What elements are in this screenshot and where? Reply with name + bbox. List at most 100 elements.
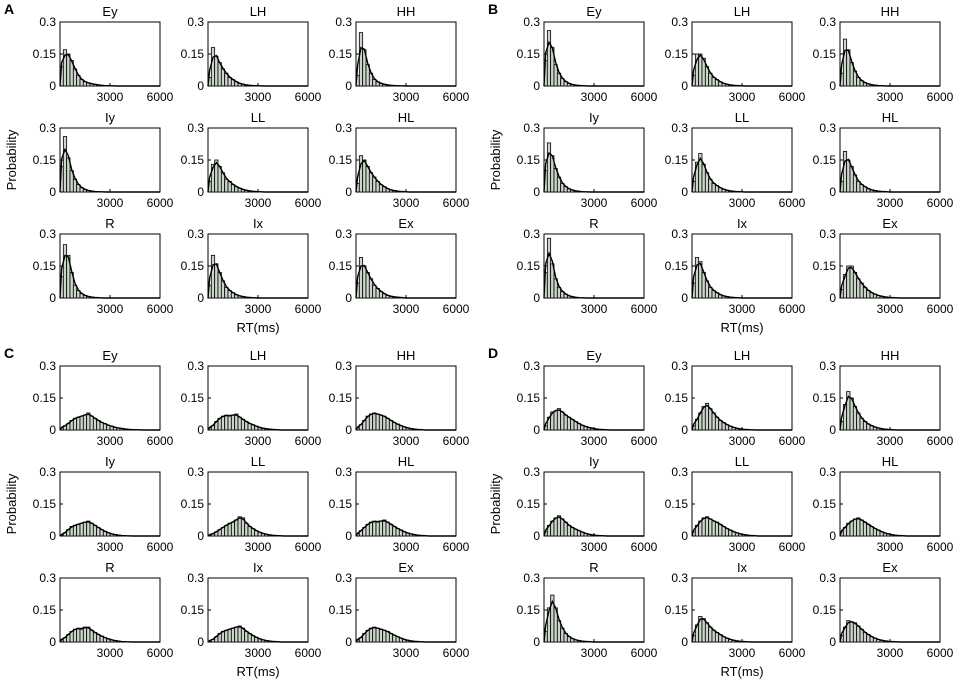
fit-curve xyxy=(839,395,940,431)
histogram-bar xyxy=(76,523,81,537)
y-tick-label: 0.15 xyxy=(517,603,541,617)
histogram-bar xyxy=(217,165,222,193)
y-tick-label: 0.15 xyxy=(329,497,353,511)
y-tick-label: 0.15 xyxy=(181,153,205,167)
fit-curve xyxy=(543,409,644,431)
subplot-lh: LH 0 0.15 0.3 3000 6000 xyxy=(665,4,806,104)
fit-curve xyxy=(59,413,160,431)
subplot-title: Ey xyxy=(586,348,602,363)
x-tick-label: 3000 xyxy=(581,302,608,316)
y-tick-label: 0 xyxy=(681,79,688,93)
histogram-bar xyxy=(566,416,572,431)
subplot-r: R 0 0.15 0.3 3000 6000 xyxy=(517,560,658,660)
y-tick-label: 0.3 xyxy=(819,15,836,29)
y-tick-label: 0 xyxy=(533,185,540,199)
y-tick-label: 0.15 xyxy=(329,47,353,61)
plot-frame xyxy=(207,471,309,537)
histogram-bar xyxy=(862,632,868,643)
y-tick-label: 0.15 xyxy=(813,391,837,405)
subplot-title: HL xyxy=(882,454,899,469)
histogram-bar xyxy=(856,625,861,643)
fit-curve xyxy=(59,147,160,193)
subplot-title: HL xyxy=(398,454,415,469)
subplot-hl: HL 0 0.15 0.3 3000 6000 xyxy=(329,110,470,210)
subplot-title: LL xyxy=(735,110,749,125)
fit-curve xyxy=(543,40,644,87)
panel-label: B xyxy=(488,1,498,17)
x-tick-label: 3000 xyxy=(393,90,420,104)
histogram-bar xyxy=(708,518,713,537)
y-tick-label: 0.15 xyxy=(813,259,837,273)
histogram-bar xyxy=(718,523,723,537)
x-tick-label: 6000 xyxy=(927,196,954,210)
x-tick-label: 6000 xyxy=(147,540,174,554)
y-tick-label: 0.3 xyxy=(671,571,688,585)
x-tick-label: 6000 xyxy=(443,540,470,554)
histogram-bar xyxy=(230,627,236,643)
subplot-hh: HH 0 0.15 0.3 3000 6000 xyxy=(813,348,954,448)
fit-curve xyxy=(543,251,644,299)
histogram-bar xyxy=(368,627,374,643)
histogram-bar xyxy=(92,524,98,537)
x-tick-label: 6000 xyxy=(927,646,954,660)
x-tick-label: 6000 xyxy=(295,434,322,448)
y-tick-label: 0.15 xyxy=(33,497,57,511)
y-tick-label: 0.15 xyxy=(329,259,353,273)
histogram-bar xyxy=(240,418,246,431)
y-tick-label: 0 xyxy=(829,423,836,437)
y-tick-label: 0.15 xyxy=(329,391,353,405)
subplot-ex: Ex 0 0.15 0.3 3000 6000 xyxy=(813,560,954,660)
subplot-ix: Ix 0 0.15 0.3 3000 6000 xyxy=(181,216,322,316)
y-tick-label: 0.3 xyxy=(819,571,836,585)
histogram-bar xyxy=(714,416,720,431)
subplot-hh: HH 0 0.15 0.3 3000 6000 xyxy=(329,348,470,448)
histogram-bar xyxy=(714,521,720,537)
x-tick-label: 3000 xyxy=(729,646,756,660)
x-tick-label: 6000 xyxy=(779,302,806,316)
histogram-bar xyxy=(76,627,81,643)
y-tick-label: 0.15 xyxy=(665,497,689,511)
fit-curve xyxy=(355,626,456,643)
y-tick-label: 0.3 xyxy=(335,465,352,479)
y-tick-label: 0.3 xyxy=(523,15,540,29)
histogram-bar xyxy=(852,518,858,537)
subplot-ex: Ex 0 0.15 0.3 3000 6000 xyxy=(813,216,954,316)
y-tick-label: 0.3 xyxy=(335,227,352,241)
subplot-title: Iy xyxy=(589,110,600,125)
histogram-bar xyxy=(368,413,374,431)
fit-curve xyxy=(839,266,940,299)
subplot-ix: Ix 0 0.15 0.3 3000 6000 xyxy=(665,216,806,316)
histogram-bar xyxy=(372,520,377,537)
subplot-title: HH xyxy=(881,4,900,19)
histogram-bar xyxy=(79,522,84,537)
histogram-bar xyxy=(210,47,216,87)
fit-curve xyxy=(59,254,160,299)
histogram-bar xyxy=(72,628,78,643)
x-tick-label: 6000 xyxy=(295,196,322,210)
histogram-bar xyxy=(388,523,394,537)
histogram-bar xyxy=(227,415,232,431)
fit-curve xyxy=(691,262,792,299)
subplot-r: R 0 0.15 0.3 3000 6000 xyxy=(33,216,174,316)
x-tick-label: 6000 xyxy=(443,646,470,660)
y-tick-label: 0.3 xyxy=(671,121,688,135)
x-tick-label: 6000 xyxy=(779,90,806,104)
histogram-bar xyxy=(368,172,374,193)
histogram-bar xyxy=(224,629,229,643)
y-tick-label: 0.15 xyxy=(33,603,57,617)
histogram-bar xyxy=(856,180,861,193)
y-tick-label: 0.15 xyxy=(665,47,689,61)
x-tick-label: 3000 xyxy=(729,434,756,448)
histogram-bar xyxy=(385,521,390,537)
y-tick-label: 0.15 xyxy=(517,153,541,167)
y-tick-label: 0.3 xyxy=(819,465,836,479)
histogram-bar xyxy=(375,413,380,431)
subplot-title: LH xyxy=(734,4,751,19)
fit-curve xyxy=(59,53,160,87)
fit-curve xyxy=(355,159,456,193)
subplot-title: LH xyxy=(734,348,751,363)
histogram-bar xyxy=(375,521,380,537)
histogram-bar xyxy=(214,55,219,87)
x-tick-label: 3000 xyxy=(97,90,124,104)
y-tick-label: 0 xyxy=(681,291,688,305)
